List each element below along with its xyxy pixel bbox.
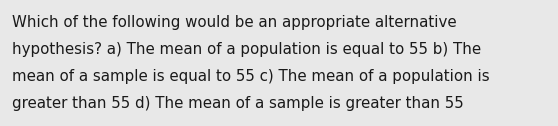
Text: greater than 55 d) The mean of a sample is greater than 55: greater than 55 d) The mean of a sample …	[12, 96, 464, 111]
Text: hypothesis? a) The mean of a population is equal to 55 b) The: hypothesis? a) The mean of a population …	[12, 42, 482, 57]
Text: Which of the following would be an appropriate alternative: Which of the following would be an appro…	[12, 15, 457, 30]
Text: mean of a sample is equal to 55 c) The mean of a population is: mean of a sample is equal to 55 c) The m…	[12, 69, 490, 84]
